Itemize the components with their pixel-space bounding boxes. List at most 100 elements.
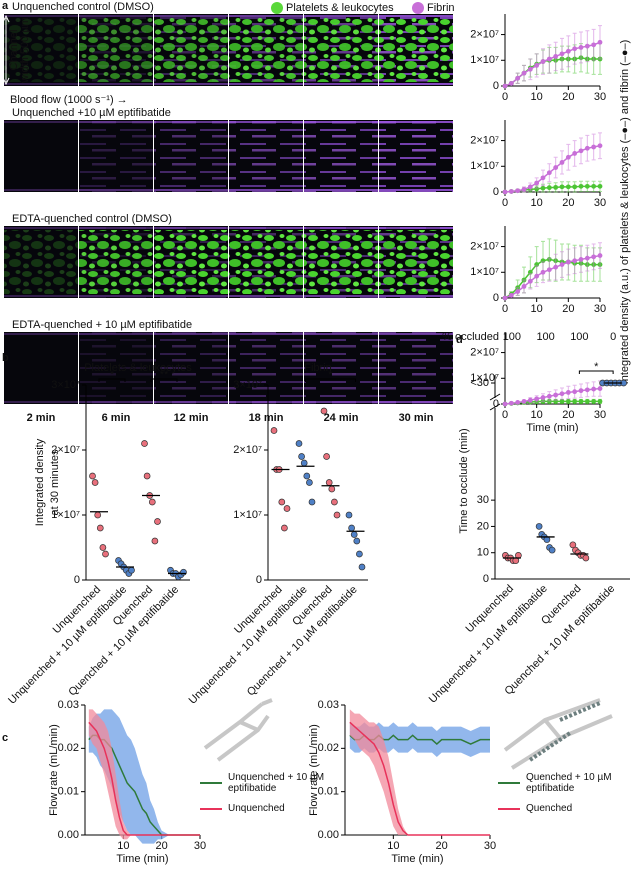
data-point [515,400,521,405]
channel-wall [4,401,78,403]
y-tick-label: 0.03 [318,699,339,711]
data-point [298,453,305,460]
legend-label: Unquenched + 10 µM eptifibatide [228,772,325,794]
y-axis-label: Flow rate (mL/min) [308,724,320,816]
data-point [325,479,333,486]
data-point [515,188,521,194]
y-tick-label: 1×10⁷ [233,509,262,521]
data-point [128,566,135,574]
legend-swatch [412,2,424,14]
micrograph-fibrin [79,120,153,192]
data-point [553,264,559,270]
y-tick-label: 1×10⁷ [470,266,499,278]
axis-break [489,393,501,411]
data-point [546,185,552,191]
significance-bracket [578,370,614,374]
channel-wall [379,15,453,17]
data-point [546,267,552,273]
data-point [91,479,99,486]
channel-wall [379,227,453,229]
data-point [578,183,584,189]
channel-wall [229,15,303,17]
data-point [96,524,104,532]
micrograph-fibrin [229,332,303,404]
x-tick-label: 20 [156,840,168,852]
data-point [584,43,590,49]
data-point [597,253,603,258]
data-point [502,189,508,195]
x-tick-label: 20 [562,91,574,103]
data-point [572,151,578,156]
data-point [546,393,552,399]
y-tick-label: 0.02 [318,742,339,754]
channel-wall [4,121,78,123]
channel-wall [79,227,153,229]
series-line [504,258,600,299]
channel-wall [4,189,78,191]
significance-label: * [110,369,115,381]
channel-wall [379,333,453,335]
micrograph-platelets [79,18,153,82]
x-tick-label: 30 [594,409,606,421]
data-point [578,257,584,262]
data-point [597,143,603,149]
x-tick-label: 10 [387,840,399,852]
micrograph-platelets [79,230,153,294]
channel-wall [304,189,378,191]
y-tick-label: 0 [74,574,80,586]
error-band [349,709,490,835]
channel-wall [229,189,303,191]
time-label: 24 min [324,412,359,424]
channel-wall [79,333,153,335]
micrograph-fibrin [79,332,153,404]
micrograph-platelets [379,18,453,82]
data-point [534,180,540,186]
data-point [597,39,603,45]
micrograph-fibrin [304,120,378,192]
data-point [527,278,533,284]
x-tick-label: 10 [531,303,543,315]
y-tick-label: 2×10⁷ [470,28,499,40]
series-line [349,721,490,836]
data-point [348,524,355,532]
data-point [578,399,584,404]
micrograph-platelets [154,18,228,82]
data-point [303,472,311,480]
y-tick-label: 0.02 [58,742,79,754]
significance-bracket [150,378,178,382]
data-point [502,83,508,89]
data-point [572,389,578,395]
data-point [565,184,571,190]
micrograph-platelets [154,230,228,294]
data-point [151,537,159,545]
row-title: Unquenched control (DMSO) [12,1,154,13]
data-point [559,51,565,57]
significance-label: * [328,369,333,381]
micrograph [4,120,78,192]
micrograph-fibrin [379,120,453,192]
time-label: 30 min [399,412,434,424]
data-point [565,390,571,395]
channel-wall [379,401,453,403]
data-point [553,165,559,170]
data-point [521,399,527,404]
data-point [591,42,597,48]
channel-wall [154,121,228,123]
data-point [180,568,187,576]
channel-wall [154,295,228,297]
data-point [154,518,161,525]
data-point [565,399,571,404]
channel-wall [379,189,453,191]
panel-label: c [2,732,8,744]
data-point [548,546,556,554]
y-tick-label: 0.03 [58,699,79,711]
y-tick-label: 1×10⁷ [470,54,499,66]
channel-wall [304,83,378,85]
channel-wall [79,83,153,85]
micrograph-fibrin [379,332,453,404]
y-tick-label: 1×10⁷ [51,509,80,521]
y-tick-label: 1×10⁷ [470,160,499,172]
series-line [504,400,600,405]
x-tick-label: 0 [502,409,508,421]
